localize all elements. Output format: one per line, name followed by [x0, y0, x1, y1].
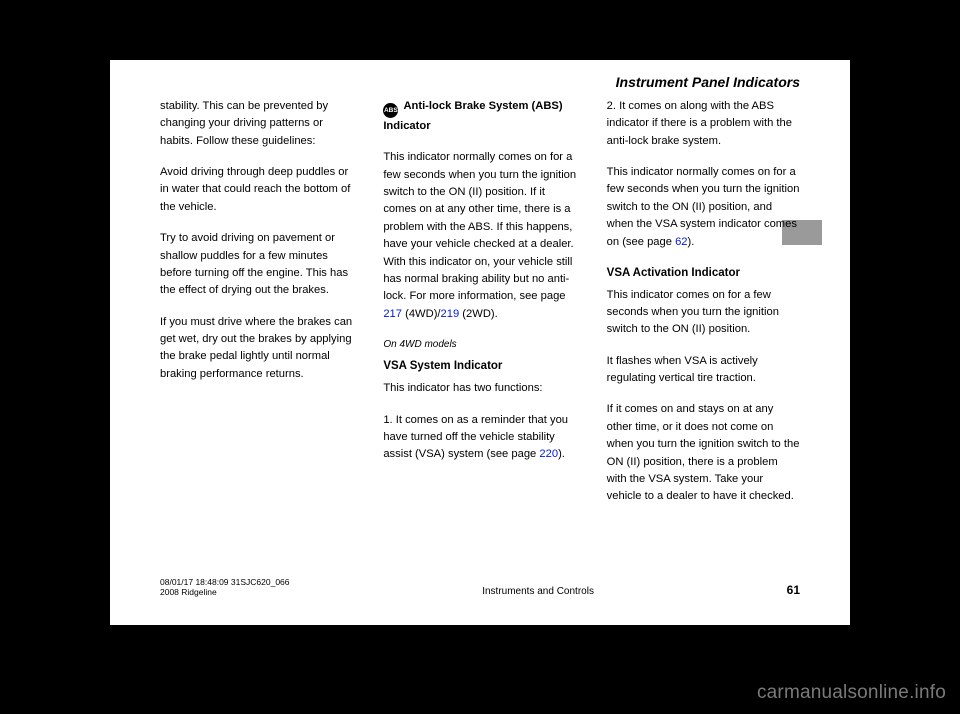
watermark: carmanualsonline.info	[757, 682, 946, 704]
manual-page: Instrument Panel Indicators stability. T…	[110, 60, 850, 625]
heading-text: VSA System Indicator	[383, 358, 576, 376]
body-text: If it comes on and stays on at any other…	[607, 401, 800, 505]
body-text: 2. It comes on along with the ABS indica…	[607, 98, 800, 150]
text-run: (2WD).	[459, 308, 498, 320]
page-link[interactable]: 62	[675, 236, 687, 248]
subheading: On 4WD models	[383, 337, 576, 353]
page-number: 61	[787, 583, 800, 597]
column-3: 2. It comes on along with the ABS indica…	[607, 98, 800, 520]
abs-heading: ABS Anti-lock Brake System (ABS) Indicat…	[383, 98, 576, 135]
page-link[interactable]: 217	[383, 308, 402, 320]
build-id: 08/01/17 18:48:09 31SJC620_066	[160, 577, 290, 587]
footer-meta: 08/01/17 18:48:09 31SJC620_066 2008 Ridg…	[160, 577, 290, 597]
body-text: Try to avoid driving on pavement or shal…	[160, 230, 353, 299]
text-run: This indicator normally comes on for a f…	[607, 166, 800, 247]
page-footer: 08/01/17 18:48:09 31SJC620_066 2008 Ridg…	[160, 577, 800, 597]
body-text: This indicator comes on for a few second…	[607, 287, 800, 339]
column-1: stability. This can be prevented by chan…	[160, 98, 353, 520]
body-text: It flashes when VSA is actively regulati…	[607, 353, 800, 388]
body-text: This indicator has two functions:	[383, 380, 576, 397]
body-text: 1. It comes on as a reminder that you ha…	[383, 412, 576, 464]
body-text: stability. This can be prevented by chan…	[160, 98, 353, 150]
heading-text: VSA Activation Indicator	[607, 265, 800, 283]
footer-section: Instruments and Controls	[482, 586, 594, 597]
body-text: This indicator normally comes on for a f…	[607, 164, 800, 251]
vehicle-model: 2008 Ridgeline	[160, 587, 290, 597]
heading-text: Anti-lock Brake System (ABS) Indicator	[383, 100, 562, 132]
text-run: ).	[688, 236, 695, 248]
content-columns: stability. This can be prevented by chan…	[110, 60, 850, 520]
text-run: This indicator normally comes on for a f…	[383, 151, 576, 302]
body-text: Avoid driving through deep puddles or in…	[160, 164, 353, 216]
page-link[interactable]: 219	[441, 308, 460, 320]
body-text: If you must drive where the brakes can g…	[160, 314, 353, 383]
text-run: (4WD)/	[402, 308, 441, 320]
column-2: ABS Anti-lock Brake System (ABS) Indicat…	[383, 98, 576, 520]
body-text: This indicator normally comes on for a f…	[383, 149, 576, 323]
abs-icon: ABS	[383, 103, 398, 118]
page-link[interactable]: 220	[539, 448, 558, 460]
text-run: ).	[558, 448, 565, 460]
